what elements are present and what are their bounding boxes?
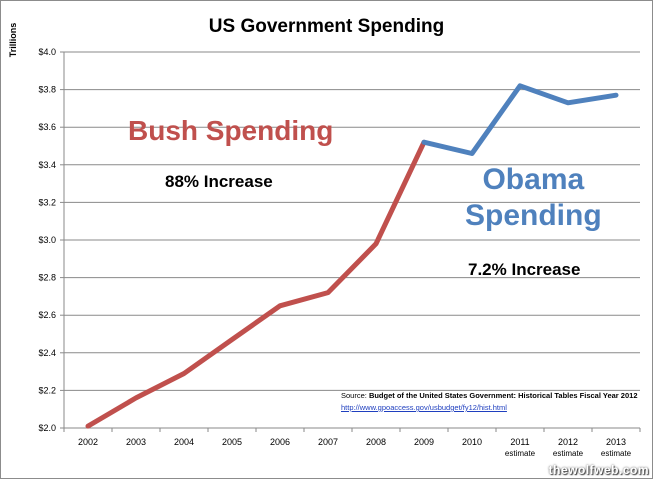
x-tick-label: 2011 bbox=[510, 437, 529, 447]
x-tick-label: 2004 bbox=[174, 437, 194, 447]
bush-increase-label: 88% Increase bbox=[165, 172, 273, 191]
watermark: thewolfweb.com bbox=[548, 463, 649, 477]
source-text: Budget of the United States Government: … bbox=[368, 391, 638, 400]
y-tick-label: $4.0 bbox=[38, 47, 56, 57]
y-tick-label: $2.8 bbox=[38, 273, 56, 283]
x-tick-label: 2009 bbox=[414, 437, 434, 447]
source-label: Source: bbox=[341, 391, 369, 400]
y-tick-label: $2.6 bbox=[38, 310, 56, 320]
y-tick-label: $3.0 bbox=[38, 235, 56, 245]
x-tick-label: 2013 bbox=[606, 437, 626, 447]
y-tick-label: $3.2 bbox=[38, 197, 56, 207]
bush-spending-line bbox=[85, 139, 427, 429]
y-tick-label: $2.0 bbox=[38, 423, 56, 433]
source-link[interactable]: http://www.gpoaccess.gov/usbudget/fy12/h… bbox=[341, 403, 507, 412]
bush-spending-label: Bush Spending bbox=[128, 115, 334, 146]
chart-title: US Government Spending bbox=[208, 16, 445, 37]
obama-label-line1: Obama bbox=[482, 163, 585, 196]
y-tick-label: $3.4 bbox=[38, 160, 56, 170]
x-tick-sublabel: estimate bbox=[505, 449, 536, 458]
x-tick-label: 2003 bbox=[126, 437, 146, 447]
x-tick-label: 2010 bbox=[462, 437, 482, 447]
x-tick-label: 2002 bbox=[78, 437, 98, 447]
y-tick-label: $3.8 bbox=[38, 85, 56, 95]
source-note: Source: Budget of the United States Gove… bbox=[341, 391, 638, 400]
obama-spending-line bbox=[421, 83, 619, 156]
x-tick-label: 2005 bbox=[222, 437, 242, 447]
x-tick-label: 2006 bbox=[270, 437, 290, 447]
y-tick-label: $2.2 bbox=[38, 385, 56, 395]
x-tick-label: 2008 bbox=[366, 437, 386, 447]
x-tick-label: 2007 bbox=[318, 437, 338, 447]
y-tick-label: $2.4 bbox=[38, 348, 56, 358]
obama-label-line2: Spending bbox=[465, 199, 602, 232]
x-tick-sublabel: estimate bbox=[553, 449, 584, 458]
obama-spending-label: Obama Spending bbox=[465, 162, 602, 234]
y-tick-label: $3.6 bbox=[38, 122, 56, 132]
obama-increase-label: 7.2% Increase bbox=[468, 260, 581, 279]
x-tick-label: 2012 bbox=[558, 437, 578, 447]
x-tick-sublabel: estimate bbox=[601, 449, 632, 458]
